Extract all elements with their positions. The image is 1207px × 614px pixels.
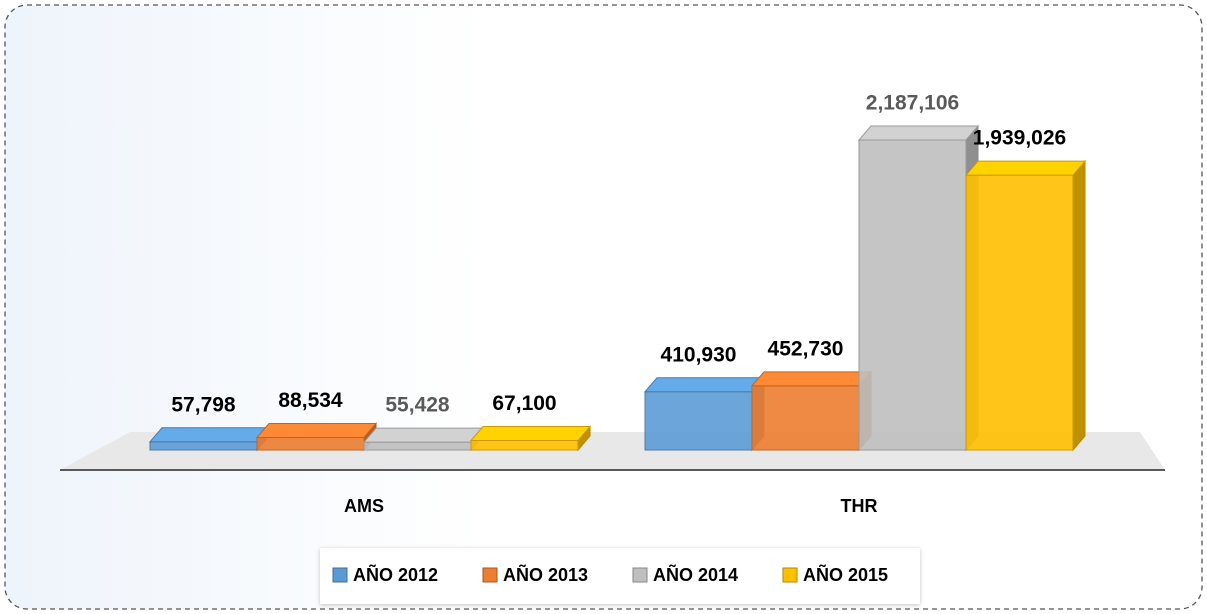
value-label: 67,100 (492, 392, 556, 415)
legend-label: AÑO 2013 (503, 564, 588, 585)
bar-top (964, 160, 1087, 176)
bar-side (1072, 159, 1086, 452)
x-tick-label: THR (841, 496, 878, 516)
x-tick-label: AMS (344, 496, 384, 516)
bar-top (643, 377, 766, 393)
value-label: 88,534 (278, 389, 343, 412)
legend-label: AÑO 2015 (803, 564, 888, 585)
value-label: 452,730 (768, 337, 844, 360)
legend-swatch (632, 567, 648, 583)
legend-swatch (482, 567, 498, 583)
bar-top (469, 425, 592, 441)
legend-label: AÑO 2012 (353, 564, 438, 585)
value-label: 1,939,026 (973, 127, 1066, 150)
bar (470, 439, 579, 451)
bar (858, 139, 967, 451)
bar (751, 385, 860, 451)
bar (256, 436, 365, 451)
legend-swatch (782, 567, 798, 583)
bar (644, 391, 753, 451)
bar (965, 174, 1074, 451)
value-label: 55,428 (385, 394, 450, 417)
bar (363, 441, 472, 451)
bar-top (750, 371, 873, 387)
bar (149, 441, 258, 451)
legend-swatch (332, 567, 348, 583)
bar-top (148, 427, 271, 443)
legend-label: AÑO 2014 (653, 564, 738, 585)
value-label: 410,930 (661, 343, 737, 366)
bar-top (362, 427, 485, 443)
value-label: 2,187,106 (866, 92, 959, 115)
value-label: 57,798 (171, 393, 236, 416)
bar-top (255, 422, 378, 438)
bar-top (857, 125, 980, 141)
legend-box (320, 548, 920, 604)
